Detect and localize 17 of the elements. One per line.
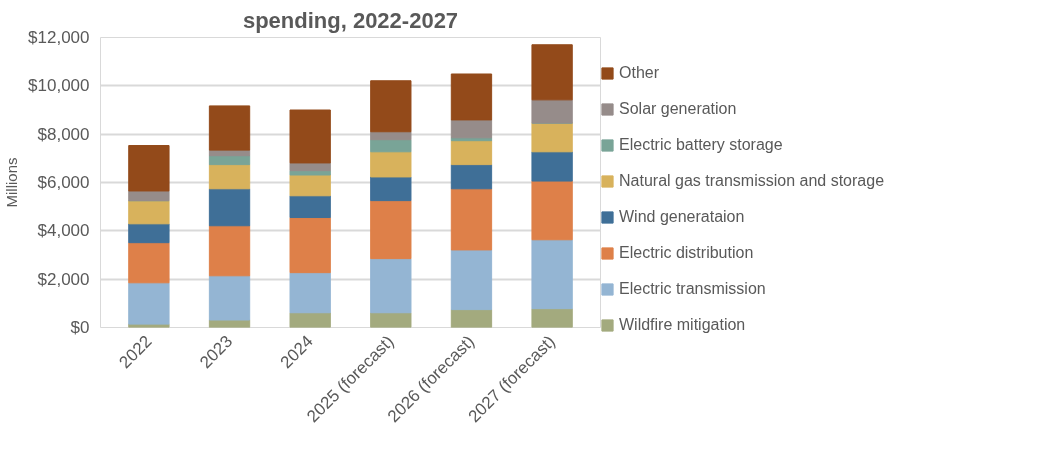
legend-label: Solar generation <box>619 99 737 119</box>
y-tick-label: $8,000 <box>37 124 90 144</box>
y-tick-label: $2,000 <box>37 269 90 289</box>
legend-label: Wildfire mitigation <box>619 315 746 335</box>
legend-label: Electric battery storage <box>619 135 783 155</box>
legend-label: Electric transmission <box>619 279 766 299</box>
legend-label: Natural gas transmission and storage <box>619 171 885 191</box>
y-tick-label: $6,000 <box>37 173 90 192</box>
y-tick-label: $10,000 <box>28 76 90 96</box>
legend-label: Wind generataion <box>619 207 745 227</box>
y-tick-label: $12,000 <box>28 28 90 47</box>
y-tick-label: $4,000 <box>37 221 90 241</box>
legend-label: Electric distribution <box>619 243 754 263</box>
y-tick-label: $0 <box>70 318 90 337</box>
y-axis-title: Millions <box>3 157 21 208</box>
chart-title: spending, 2022-2027 <box>242 7 459 33</box>
legend-label: Other <box>619 63 660 83</box>
